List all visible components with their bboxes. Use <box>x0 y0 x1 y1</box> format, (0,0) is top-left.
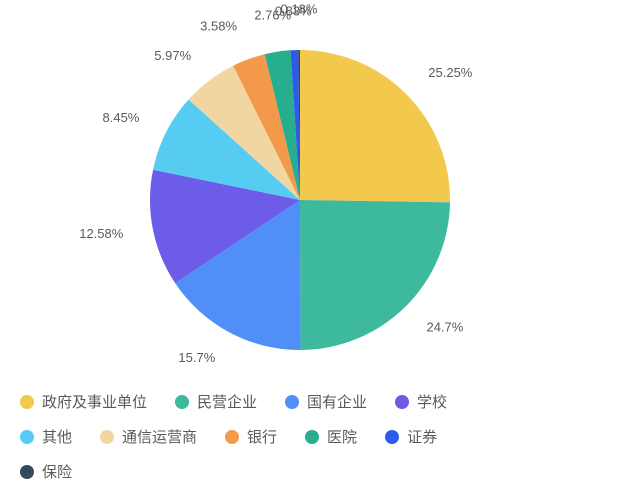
legend-swatch-icon <box>20 465 34 479</box>
legend-row-2: 保险 <box>20 461 603 482</box>
legend-label: 医院 <box>327 426 357 447</box>
legend-label: 保险 <box>42 461 72 482</box>
legend-swatch-icon <box>225 430 239 444</box>
legend-label: 民营企业 <box>197 391 257 412</box>
legend-swatch-icon <box>395 395 409 409</box>
legend-label: 政府及事业单位 <box>42 391 147 412</box>
legend: 政府及事业单位 民营企业 国有企业 学校其他 通信运营商 银行 医院 证券保险 <box>20 391 603 496</box>
legend-item-银行[interactable]: 银行 <box>225 426 277 447</box>
pie-chart-container: 25.25%24.7%15.7%12.58%8.45%5.97%3.58%2.7… <box>0 0 623 504</box>
legend-label: 学校 <box>417 391 447 412</box>
slice-label-2: 15.7% <box>178 350 215 365</box>
legend-label: 通信运营商 <box>122 426 197 447</box>
legend-item-通信运营商[interactable]: 通信运营商 <box>100 426 197 447</box>
legend-item-其他[interactable]: 其他 <box>20 426 72 447</box>
legend-swatch-icon <box>100 430 114 444</box>
slice-label-5: 5.97% <box>154 48 191 63</box>
legend-swatch-icon <box>385 430 399 444</box>
legend-swatch-icon <box>20 395 34 409</box>
legend-label: 国有企业 <box>307 391 367 412</box>
legend-swatch-icon <box>20 430 34 444</box>
legend-row-1: 其他 通信运营商 银行 医院 证券 <box>20 426 603 447</box>
legend-item-学校[interactable]: 学校 <box>395 391 447 412</box>
slice-label-3: 12.58% <box>79 226 124 241</box>
legend-swatch-icon <box>175 395 189 409</box>
legend-label: 其他 <box>42 426 72 447</box>
legend-item-民营企业[interactable]: 民营企业 <box>175 391 257 412</box>
slice-label-9: 0.18% <box>281 1 318 16</box>
legend-item-医院[interactable]: 医院 <box>305 426 357 447</box>
legend-item-保险[interactable]: 保险 <box>20 461 72 482</box>
legend-item-政府及事业单位[interactable]: 政府及事业单位 <box>20 391 147 412</box>
legend-swatch-icon <box>305 430 319 444</box>
slice-label-6: 3.58% <box>200 19 237 34</box>
slice-label-4: 8.45% <box>103 110 140 125</box>
legend-label: 证券 <box>407 426 437 447</box>
pie-chart-svg: 25.25%24.7%15.7%12.58%8.45%5.97%3.58%2.7… <box>0 0 623 400</box>
legend-item-证券[interactable]: 证券 <box>385 426 437 447</box>
legend-row-0: 政府及事业单位 民营企业 国有企业 学校 <box>20 391 603 412</box>
slice-label-0: 25.25% <box>428 65 473 80</box>
legend-swatch-icon <box>285 395 299 409</box>
legend-item-国有企业[interactable]: 国有企业 <box>285 391 367 412</box>
slice-label-1: 24.7% <box>426 320 463 335</box>
legend-label: 银行 <box>247 426 277 447</box>
